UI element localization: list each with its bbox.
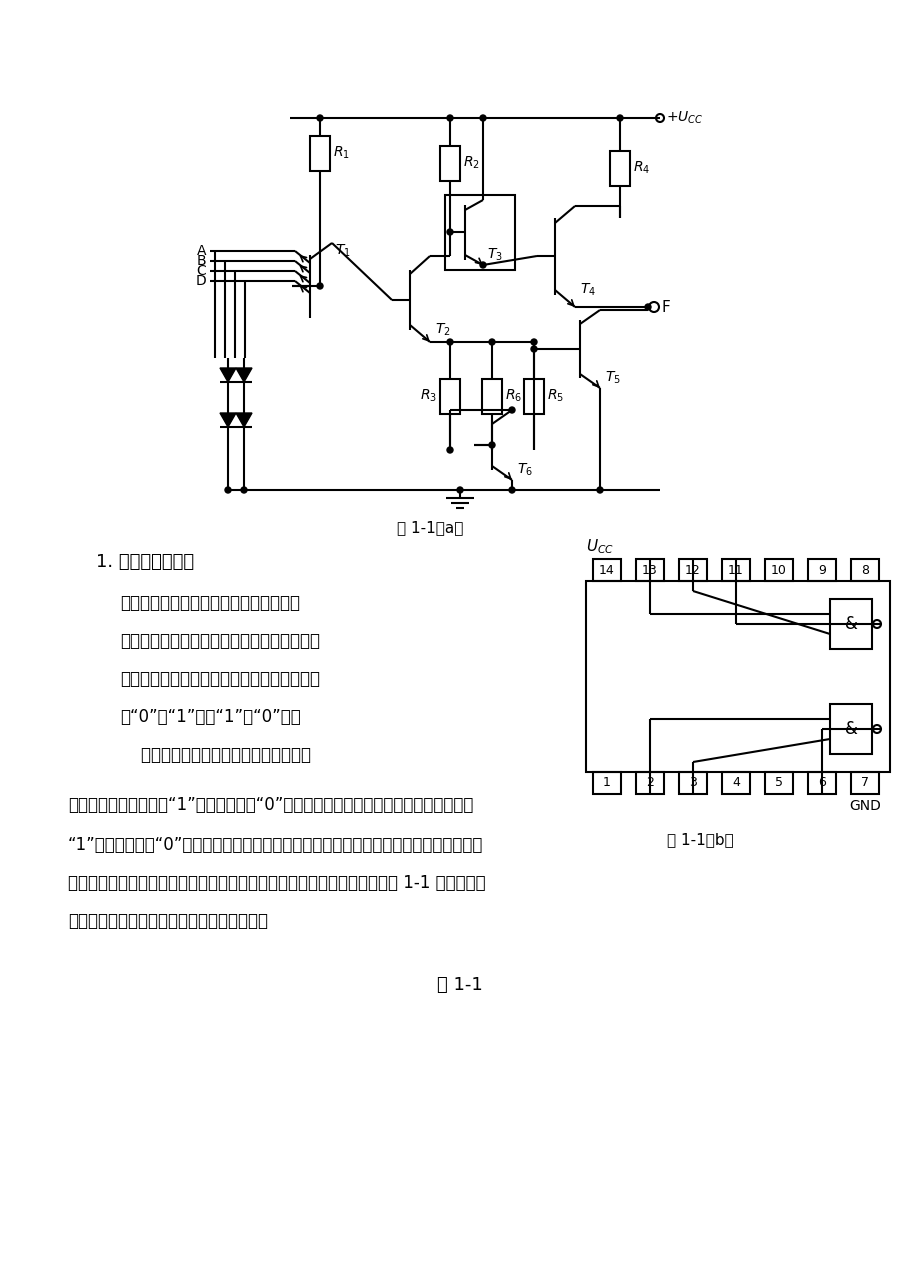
Text: 2: 2 (645, 776, 653, 789)
Text: 对与非门进行测试时，门输入端接数据: 对与非门进行测试时，门输入端接数据 (119, 746, 311, 764)
Text: $U_{CC}$: $U_{CC}$ (585, 537, 613, 556)
Text: 5: 5 (774, 776, 782, 789)
Text: $R_4$: $R_4$ (632, 160, 650, 177)
Bar (721, 559, 749, 581)
Text: A: A (197, 244, 206, 258)
Bar (829, 703, 871, 755)
Bar (585, 581, 889, 773)
Bar (593, 773, 620, 794)
Text: “1”，不亮为逻辑“0”。基本测试办法是按真值表逐项测试，但有时按真值表逐项进行测试: “1”，不亮为逻辑“0”。基本测试办法是按真值表逐项测试，但有时按真值表逐项进行… (68, 836, 482, 854)
Circle shape (508, 407, 515, 413)
Circle shape (447, 446, 452, 453)
Text: 7: 7 (860, 776, 868, 789)
Text: $T_3$: $T_3$ (486, 247, 503, 263)
Text: 12: 12 (685, 564, 700, 577)
Bar (765, 559, 792, 581)
Text: $R_6$: $R_6$ (505, 388, 522, 404)
Circle shape (241, 487, 246, 492)
Text: $T_5$: $T_5$ (605, 370, 620, 386)
Text: 10: 10 (770, 564, 786, 577)
Text: $R_3$: $R_3$ (420, 388, 437, 404)
Text: &: & (844, 720, 857, 738)
Bar (635, 559, 664, 581)
Bar (678, 559, 706, 581)
Circle shape (480, 115, 485, 122)
Circle shape (480, 262, 485, 269)
Bar (721, 773, 749, 794)
Circle shape (457, 487, 462, 492)
Text: $+U_{CC}$: $+U_{CC}$ (665, 110, 703, 127)
Text: 表 1-1: 表 1-1 (437, 976, 482, 994)
Circle shape (530, 347, 537, 352)
Text: 图 1-1（b）: 图 1-1（b） (666, 833, 732, 848)
Text: 行测试，便可以判断此门逻辑功能与否正常。: 行测试，便可以判断此门逻辑功能与否正常。 (68, 912, 267, 930)
Text: $T_1$: $T_1$ (335, 243, 350, 260)
Text: 与非门逻辑功能是：当输入端有一种或一: 与非门逻辑功能是：当输入端有一种或一 (119, 593, 300, 611)
Text: $R_1$: $R_1$ (333, 145, 349, 161)
Bar (807, 559, 835, 581)
Circle shape (447, 115, 452, 122)
Circle shape (617, 115, 622, 122)
Circle shape (447, 339, 452, 345)
Circle shape (596, 487, 602, 492)
Text: 9: 9 (817, 564, 825, 577)
Bar (609, 151, 630, 185)
Text: B: B (196, 255, 206, 269)
Text: 开关，开关向上为逻辑“1”，向下为逻辑“0”。门输出端接电平批示器，发光管亮为逻辑: 开关，开关向上为逻辑“1”，向下为逻辑“0”。门输出端接电平批示器，发光管亮为逻… (68, 796, 473, 813)
Bar (445, 194, 515, 270)
Text: D: D (195, 274, 206, 288)
Text: 种以上低电平时，输出端为高电平；只有输入: 种以上低电平时，输出端为高电平；只有输入 (119, 632, 320, 650)
Bar (829, 599, 871, 648)
Polygon shape (220, 368, 236, 382)
Bar (807, 773, 835, 794)
Text: 11: 11 (727, 564, 743, 577)
Text: F: F (662, 299, 670, 315)
Bar (482, 379, 502, 414)
Bar (524, 379, 543, 414)
Text: 14: 14 (598, 564, 614, 577)
Text: 4: 4 (732, 776, 739, 789)
Bar (593, 559, 620, 581)
Bar (439, 146, 460, 182)
Text: 3: 3 (688, 776, 697, 789)
Text: 图 1-1（a）: 图 1-1（a） (396, 521, 462, 536)
Text: &: & (844, 615, 857, 633)
Circle shape (317, 283, 323, 289)
Bar (310, 136, 330, 171)
Bar (635, 773, 664, 794)
Bar (765, 773, 792, 794)
Circle shape (489, 443, 494, 448)
Text: 有“0”得“1”，全“1”得“0”。）: 有“0”得“1”，全“1”得“0”。） (119, 709, 301, 726)
Polygon shape (236, 413, 252, 427)
Polygon shape (236, 368, 252, 382)
Text: 1. 与非门逻辑功能: 1. 与非门逻辑功能 (96, 553, 194, 570)
Text: $R_2$: $R_2$ (462, 155, 480, 171)
Circle shape (225, 487, 231, 492)
Circle shape (508, 487, 515, 492)
Circle shape (447, 229, 452, 235)
Bar (678, 773, 706, 794)
Text: $R_5$: $R_5$ (547, 388, 563, 404)
Text: C: C (196, 263, 206, 278)
Circle shape (317, 115, 323, 122)
Circle shape (644, 304, 651, 310)
Circle shape (530, 339, 537, 345)
Text: GND: GND (848, 799, 880, 813)
Text: $T_6$: $T_6$ (516, 462, 532, 478)
Circle shape (489, 339, 494, 345)
Text: 13: 13 (641, 564, 657, 577)
Text: $T_2$: $T_2$ (435, 322, 450, 338)
Bar (850, 773, 878, 794)
Polygon shape (220, 413, 236, 427)
Text: 6: 6 (817, 776, 825, 789)
Text: 似嫌多余，对于有四个输入端与非门，它有十六个最小项，事实上只要接表 1-1 所示五项进: 似嫌多余，对于有四个输入端与非门，它有十六个最小项，事实上只要接表 1-1 所示… (68, 874, 485, 891)
Text: 端所有为高电平时，输出端才是低电平。（即: 端所有为高电平时，输出端才是低电平。（即 (119, 670, 320, 688)
Bar (850, 559, 878, 581)
Bar (439, 379, 460, 414)
Text: 1: 1 (603, 776, 610, 789)
Text: $T_4$: $T_4$ (579, 281, 596, 298)
Text: 8: 8 (860, 564, 868, 577)
